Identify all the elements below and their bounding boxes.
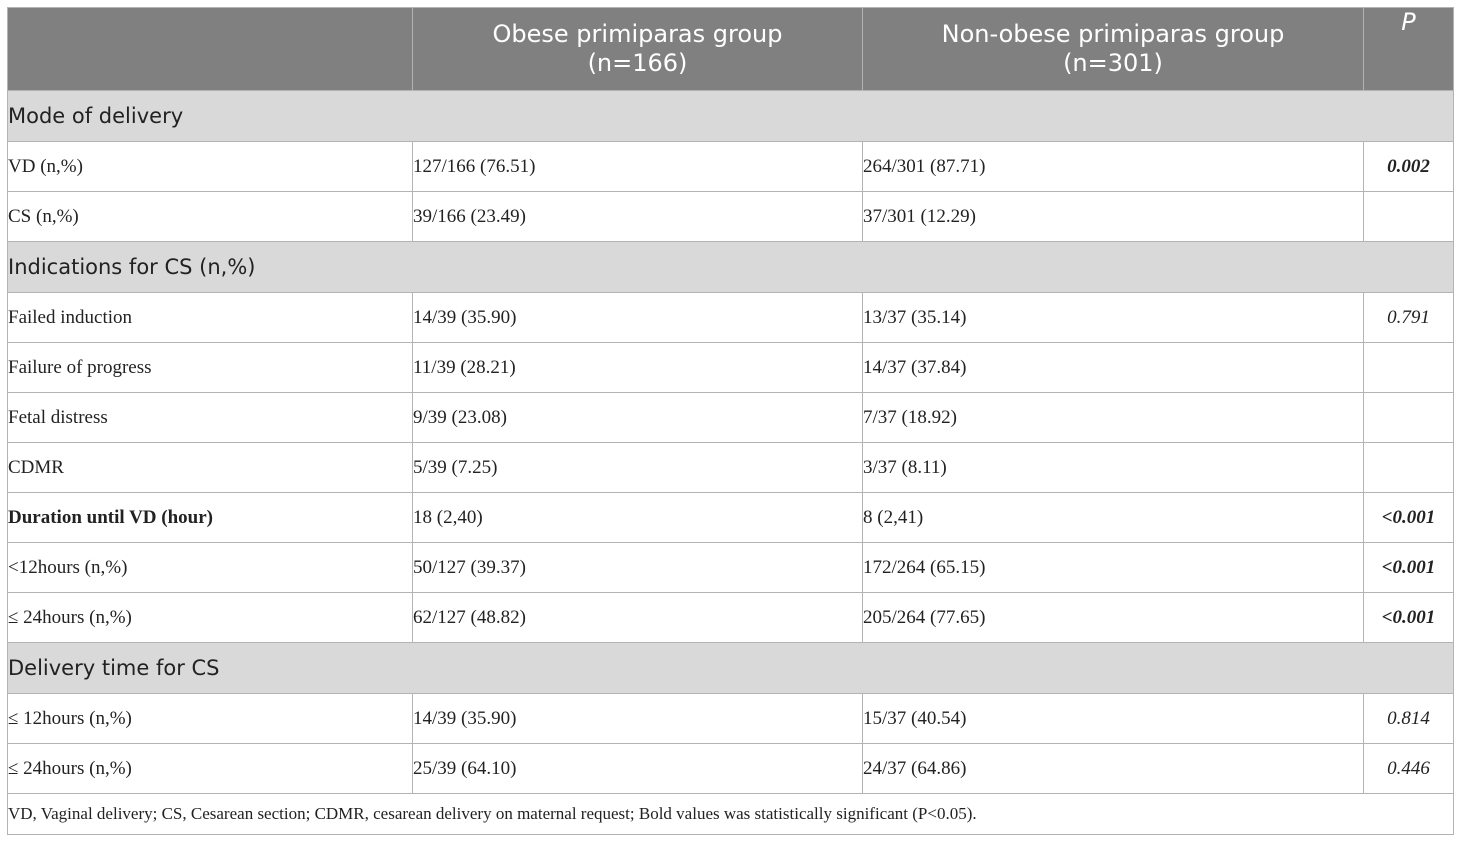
- table-row: CDMR 5/39 (7.25) 3/37 (8.11): [7, 442, 1454, 493]
- footnote-row: VD, Vaginal delivery; CS, Cesarean secti…: [7, 793, 1454, 835]
- obese-value: 127/166 (76.51): [412, 141, 863, 192]
- obese-value: 11/39 (28.21): [412, 342, 863, 393]
- nonobese-value: 7/37 (18.92): [862, 392, 1364, 443]
- section-row: Delivery time for CS: [7, 642, 1454, 694]
- nonobese-value: 13/37 (35.14): [862, 292, 1364, 343]
- row-label: CS (n,%): [7, 191, 413, 242]
- data-table: Obese primiparas group (n=166) Non-obese…: [7, 7, 1454, 835]
- obese-value: 50/127 (39.37): [412, 542, 863, 593]
- table-row: ≤ 24hours (n,%) 62/127 (48.82) 205/264 (77…: [7, 592, 1454, 643]
- section-row: Indications for CS (n,%): [7, 241, 1454, 293]
- section-title: Indications for CS (n,%): [7, 241, 1454, 293]
- obese-value: 14/39 (35.90): [412, 693, 863, 744]
- section-row: Mode of delivery: [7, 90, 1454, 142]
- nonobese-value: 8 (2,41): [862, 492, 1364, 543]
- row-label: Failed induction: [7, 292, 413, 343]
- table-row: Failed induction 14/39 (35.90) 13/37 (35.1…: [7, 292, 1454, 343]
- p-value: [1363, 392, 1454, 443]
- nonobese-value: 264/301 (87.71): [862, 141, 1364, 192]
- obese-value: 9/39 (23.08): [412, 392, 863, 443]
- section-title: Mode of delivery: [7, 90, 1454, 142]
- p-value: 0.002: [1363, 141, 1454, 192]
- p-value: [1363, 342, 1454, 393]
- table-row: ≤ 24hours (n,%) 25/39 (64.10) 24/37 (64.86…: [7, 743, 1454, 794]
- p-value: [1363, 442, 1454, 493]
- row-label: ≤ 24hours (n,%): [7, 592, 413, 643]
- obese-value: 62/127 (48.82): [412, 592, 863, 643]
- nonobese-value: 37/301 (12.29): [862, 191, 1364, 242]
- p-value: 0.814: [1363, 693, 1454, 744]
- table-row: Fetal distress 9/39 (23.08) 7/37 (18.92): [7, 392, 1454, 443]
- table-row: ≤ 12hours (n,%) 14/39 (35.90) 15/37 (40.54…: [7, 693, 1454, 744]
- p-value: [1363, 191, 1454, 242]
- table-row: VD (n,%) 127/166 (76.51) 264/301 (87.71) 0.…: [7, 141, 1454, 192]
- row-label: CDMR: [7, 442, 413, 493]
- row-label: Fetal distress: [7, 392, 413, 443]
- header-label-column: [7, 7, 413, 91]
- p-value: 0.446: [1363, 743, 1454, 794]
- nonobese-value: 24/37 (64.86): [862, 743, 1364, 794]
- row-label: VD (n,%): [7, 141, 413, 192]
- footnote: VD, Vaginal delivery; CS, Cesarean secti…: [7, 793, 1454, 835]
- header-obese-title: Obese primiparas group: [492, 20, 783, 48]
- row-label: ≤ 24hours (n,%): [7, 743, 413, 794]
- table-row: <12hours (n,%) 50/127 (39.37) 172/264 (65.…: [7, 542, 1454, 593]
- p-value: <0.001: [1363, 542, 1454, 593]
- nonobese-value: 205/264 (77.65): [862, 592, 1364, 643]
- section-title: Delivery time for CS: [7, 642, 1454, 694]
- nonobese-value: 3/37 (8.11): [862, 442, 1364, 493]
- table-row: CS (n,%) 39/166 (23.49) 37/301 (12.29): [7, 191, 1454, 242]
- table-body: Mode of delivery VD (n,%) 127/166 (76.51) 2…: [7, 90, 1454, 794]
- obese-value: 14/39 (35.90): [412, 292, 863, 343]
- table-row: Failure of progress 11/39 (28.21) 14/37 (3…: [7, 342, 1454, 393]
- row-label: Failure of progress: [7, 342, 413, 393]
- header-obese-n: (n=166): [587, 49, 688, 77]
- nonobese-value: 14/37 (37.84): [862, 342, 1364, 393]
- nonobese-value: 15/37 (40.54): [862, 693, 1364, 744]
- p-value: 0.791: [1363, 292, 1454, 343]
- header-nonobese-n: (n=301): [1063, 49, 1163, 77]
- table-header-row: Obese primiparas group (n=166) Non-obese…: [7, 7, 1454, 91]
- row-label: ≤ 12hours (n,%): [7, 693, 413, 744]
- nonobese-value: 172/264 (65.15): [862, 542, 1364, 593]
- header-p-value: P: [1363, 7, 1454, 91]
- row-label: <12hours (n,%): [7, 542, 413, 593]
- obese-value: 18 (2,40): [412, 492, 863, 543]
- header-obese-group: Obese primiparas group (n=166): [412, 7, 863, 91]
- obese-value: 5/39 (7.25): [412, 442, 863, 493]
- header-nonobese-title: Non-obese primiparas group: [941, 20, 1285, 48]
- p-value: <0.001: [1363, 592, 1454, 643]
- table-row: Duration until VD (hour) 18 (2,40) 8 (2,41…: [7, 492, 1454, 543]
- p-value: <0.001: [1363, 492, 1454, 543]
- obese-value: 25/39 (64.10): [412, 743, 863, 794]
- header-nonobese-group: Non-obese primiparas group (n=301): [862, 7, 1364, 91]
- row-label: Duration until VD (hour): [7, 492, 413, 543]
- obese-value: 39/166 (23.49): [412, 191, 863, 242]
